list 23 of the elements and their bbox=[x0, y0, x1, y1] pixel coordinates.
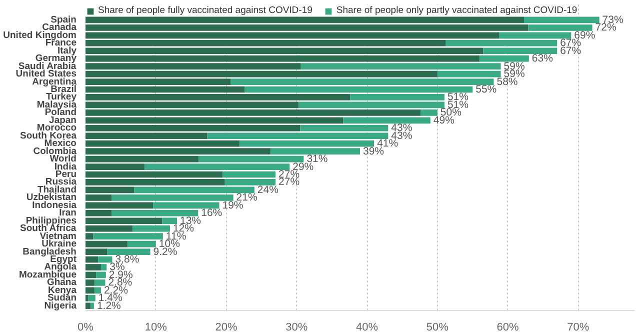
x-tick-label: 70% bbox=[567, 322, 590, 334]
legend-label: Share of people fully vaccinated against COVID-19 bbox=[98, 5, 312, 16]
y-tick-label: Spain bbox=[50, 14, 77, 26]
x-tick-label: 50% bbox=[426, 322, 449, 334]
y-tick-label: Argentina bbox=[32, 76, 78, 88]
x-tick-label: 30% bbox=[286, 322, 308, 334]
total-label: 72% bbox=[595, 22, 616, 34]
y-tick-label: Nigeria bbox=[44, 300, 78, 312]
legend-label: Share of people only partly vaccinated against COVID-19 bbox=[336, 5, 578, 16]
x-tick-label: 60% bbox=[496, 322, 520, 334]
x-tick-label: 20% bbox=[215, 322, 238, 334]
total-label: 63% bbox=[532, 52, 553, 65]
total-label: 16% bbox=[201, 207, 222, 220]
x-tick-label: 0% bbox=[78, 322, 94, 334]
x-tick-label: 10% bbox=[144, 322, 168, 334]
total-label: 24% bbox=[257, 184, 278, 196]
y-tick-label: Kenya bbox=[48, 284, 78, 296]
y-tick-label: Japan bbox=[49, 114, 77, 126]
y-tick-label: United Kingdom bbox=[3, 30, 77, 41]
total-label: 55% bbox=[476, 84, 497, 96]
y-tick-label: Philippines bbox=[26, 215, 77, 226]
total-label: 27% bbox=[278, 176, 300, 188]
x-tick-label: 40% bbox=[356, 322, 378, 334]
